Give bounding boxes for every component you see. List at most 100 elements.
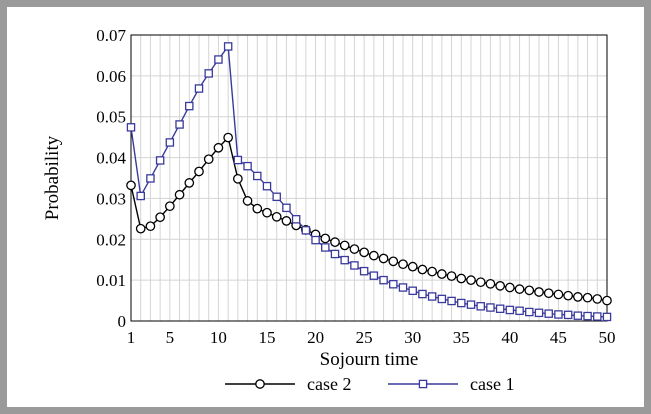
- data-point: [126, 123, 136, 132]
- data-point: [476, 302, 485, 311]
- data-point: [593, 312, 602, 321]
- y-tick-label: 0.01: [96, 271, 126, 290]
- data-point: [252, 203, 263, 214]
- data-point: [378, 253, 389, 264]
- y-tick-label: 0.03: [96, 189, 126, 208]
- data-point: [534, 308, 544, 318]
- series-line: [130, 136, 608, 302]
- data-point: [417, 264, 428, 275]
- data-point: [281, 216, 292, 226]
- data-point: [544, 309, 553, 318]
- data-point: [408, 286, 417, 296]
- data-point: [253, 171, 262, 181]
- data-point: [223, 42, 233, 51]
- y-axis-label: Probability: [42, 135, 63, 220]
- legend-item-case-2: case 2: [225, 374, 351, 394]
- data-point: [214, 55, 223, 64]
- data-point: [311, 235, 320, 245]
- data-point: [136, 191, 145, 201]
- y-tick-label: 0.06: [96, 67, 126, 86]
- data-point: [155, 156, 165, 165]
- legend-marker: [255, 379, 265, 389]
- y-tick-labels: 0 0.01 0.02 0.03 0.04 0.05 0.06 0.07: [96, 26, 126, 331]
- data-point: [554, 310, 563, 319]
- data-point: [466, 275, 476, 285]
- plot-area: [130, 34, 608, 322]
- data-point: [340, 255, 349, 265]
- data-point: [427, 292, 437, 301]
- data-point: [525, 307, 534, 317]
- data-point: [446, 271, 457, 281]
- x-tick-label: 15: [259, 328, 276, 347]
- x-axis-label: Sojourn time: [320, 349, 419, 370]
- data-point: [320, 233, 331, 244]
- data-point: [505, 282, 515, 293]
- data-point: [602, 295, 612, 306]
- data-point: [524, 285, 535, 296]
- data-point: [534, 287, 544, 297]
- data-point: [233, 173, 243, 184]
- x-tick-label: 45: [550, 328, 567, 347]
- data-point: [271, 211, 282, 222]
- data-point: [495, 281, 505, 291]
- data-point: [515, 306, 524, 316]
- data-point: [146, 174, 155, 183]
- data-point: [339, 240, 350, 251]
- x-tick-label: 50: [599, 328, 616, 347]
- y-tick-label: 0.02: [96, 230, 126, 249]
- data-point: [213, 142, 224, 153]
- y-tick-label: 0.07: [96, 26, 126, 45]
- data-point: [194, 166, 204, 177]
- x-tick-label: 25: [356, 328, 373, 347]
- legend-label: case 2: [307, 374, 351, 394]
- data-point: [330, 249, 340, 259]
- data-point: [563, 290, 573, 301]
- data-point: [242, 196, 253, 206]
- data-point: [389, 279, 398, 289]
- data-point: [291, 215, 301, 224]
- y-tick-label: 0.05: [96, 108, 126, 127]
- data-point: [233, 155, 243, 165]
- data-point: [223, 132, 233, 143]
- data-point: [174, 189, 185, 200]
- data-point: [582, 292, 593, 303]
- data-point: [486, 303, 495, 312]
- data-point: [505, 305, 515, 315]
- x-tick-label: 20: [307, 328, 324, 347]
- data-point: [369, 271, 379, 280]
- data-point: [543, 288, 554, 299]
- data-point: [282, 203, 291, 213]
- data-point: [184, 178, 195, 188]
- data-point: [427, 266, 437, 277]
- data-point: [165, 138, 175, 147]
- data-point: [350, 261, 359, 270]
- x-tick-label: 40: [501, 328, 518, 347]
- data-point: [379, 275, 388, 285]
- data-point: [573, 311, 583, 320]
- data-point: [398, 259, 408, 270]
- data-point: [359, 247, 369, 258]
- data-point: [457, 298, 466, 308]
- data-point: [203, 154, 214, 165]
- data-point: [388, 256, 399, 267]
- y-tick-label: 0: [118, 312, 127, 331]
- series-case-1: [126, 42, 612, 322]
- series-layer: [126, 42, 612, 322]
- data-point: [514, 284, 525, 294]
- data-point: [495, 304, 505, 313]
- legend-label: case 1: [470, 374, 514, 394]
- x-tick-label: 1: [127, 328, 136, 347]
- data-point: [126, 180, 136, 191]
- data-point: [165, 201, 175, 212]
- data-point: [369, 250, 379, 261]
- data-point: [456, 273, 467, 284]
- x-tick-label: 10: [210, 328, 227, 347]
- data-point: [563, 310, 573, 320]
- data-point: [145, 221, 156, 232]
- data-point: [272, 192, 281, 202]
- x-tick-label: 30: [404, 328, 421, 347]
- data-point: [407, 261, 418, 272]
- x-tick-labels: 1 5 10 15 20 25 30 35 40 45 50: [127, 328, 616, 347]
- data-point: [466, 300, 476, 309]
